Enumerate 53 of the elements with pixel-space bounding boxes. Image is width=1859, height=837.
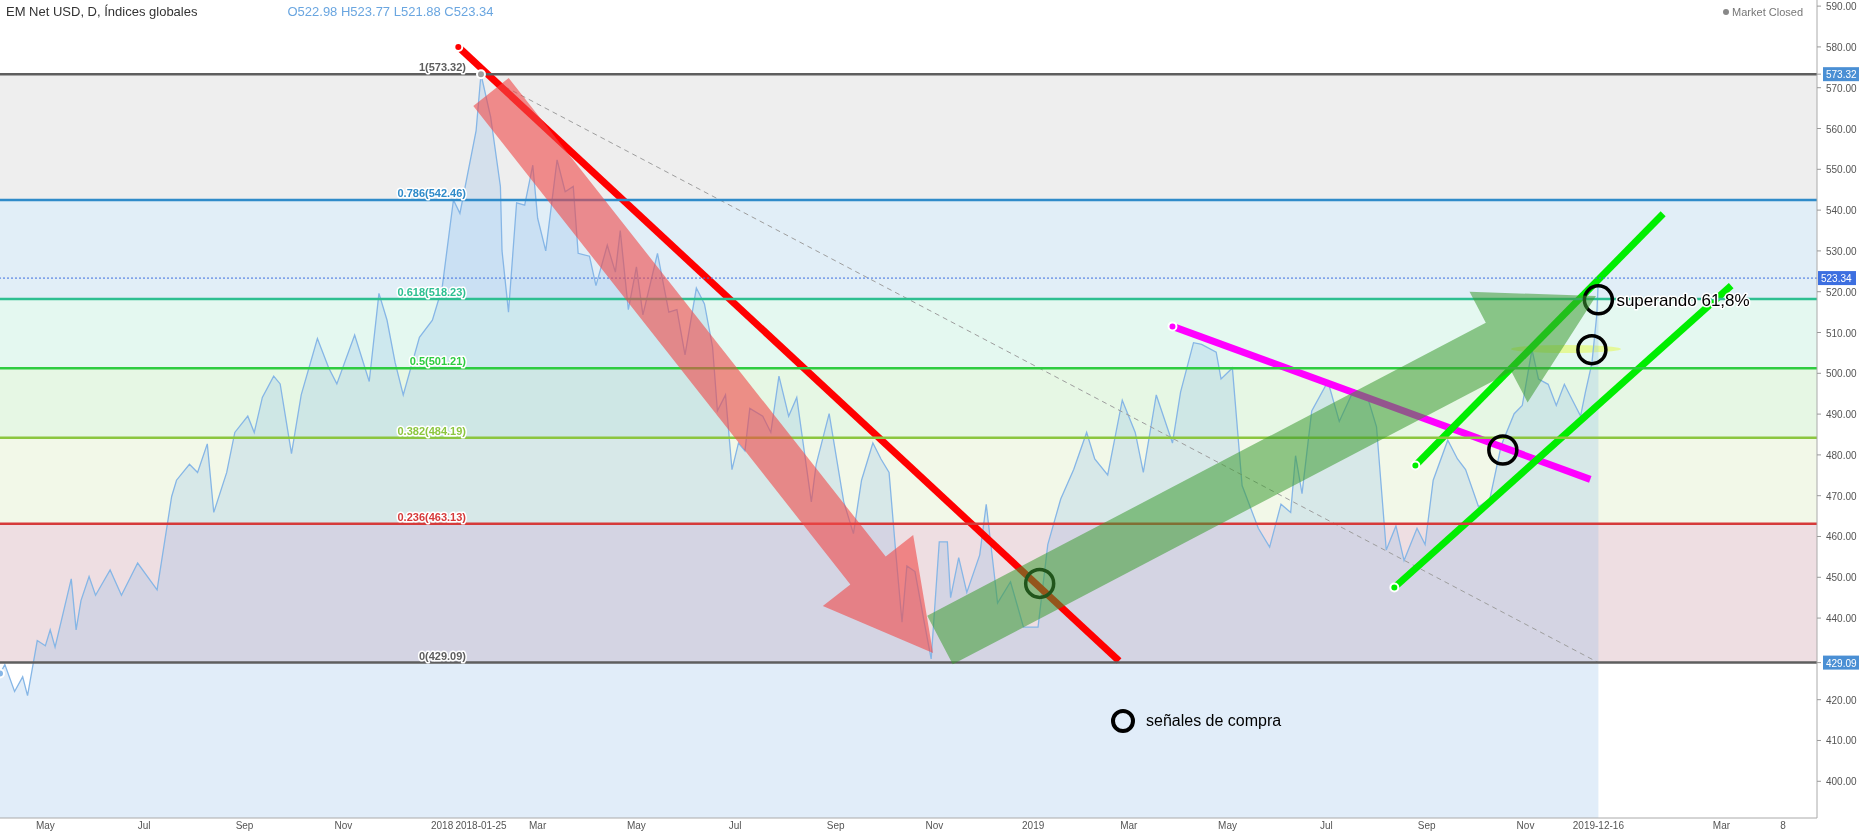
- ref-line-label: 0.618(518.23): [397, 285, 467, 298]
- ref-line-label: 523.34: [1821, 273, 1853, 285]
- x-tick-label: Jul: [728, 820, 742, 831]
- x-tick-label: 2018: [430, 820, 454, 831]
- x-tick-label: Mar: [529, 820, 547, 831]
- y-tick-label: 590.00: [1826, 1, 1858, 13]
- y-tick-label: 560.00: [1826, 123, 1858, 135]
- y-tick-label: 520.00: [1826, 286, 1858, 298]
- x-tick-label: Mar: [1120, 820, 1139, 831]
- y-tick-label: 400.00: [1826, 776, 1858, 788]
- x-tick-label: 8: [1780, 820, 1787, 831]
- ref-line-label: 0.786(542.46): [397, 187, 467, 200]
- y-tick-label: 490.00: [1826, 409, 1858, 421]
- x-tick-label: Nov: [925, 820, 944, 831]
- ref-line-label: 0.236(463.13): [397, 510, 467, 523]
- x-tick-label: May: [35, 820, 55, 831]
- x-tick-label: Mar: [1712, 820, 1731, 831]
- x-tick-label: Jul: [1319, 820, 1333, 831]
- ref-line-label: 1(573.32): [418, 61, 467, 74]
- y-tick-label: 550.00: [1826, 164, 1858, 176]
- y-tick-label: 530.00: [1826, 245, 1858, 257]
- y-tick-label: 410.00: [1826, 735, 1858, 747]
- y-tick-label: 460.00: [1826, 531, 1858, 543]
- y-tick-label: 580.00: [1826, 41, 1858, 53]
- x-tick-label: May: [1218, 820, 1237, 831]
- x-tick-label: 2019: [1022, 820, 1045, 831]
- y-tick-label: 500.00: [1826, 368, 1858, 380]
- x-tick-label: May: [626, 820, 646, 831]
- x-tick-label: 2019-12-16: [1572, 820, 1625, 831]
- y-tick-label: 470.00: [1826, 490, 1858, 502]
- annotation: Market Closed: [1732, 6, 1803, 18]
- y-tick-label: 440.00: [1826, 613, 1858, 625]
- chart-title: EM Net USD, D, Índices globales: [6, 4, 198, 19]
- y-tick-label: 420.00: [1826, 694, 1858, 706]
- y-tick-label: 480.00: [1826, 449, 1858, 461]
- y-tick-label: 429.09: [1826, 657, 1858, 669]
- x-tick-label: Nov: [1516, 820, 1535, 831]
- y-tick-label: 570.00: [1826, 82, 1858, 94]
- y-tick-label: 450.00: [1826, 572, 1858, 584]
- y-tick-label: 510.00: [1826, 327, 1858, 339]
- x-tick-label: Nov: [334, 820, 353, 831]
- chart-subtitle: O522.98 H523.77 L521.88 C523.34: [287, 4, 494, 19]
- x-tick-label: 2018-01-25: [455, 820, 507, 831]
- x-tick-label: Jul: [137, 820, 151, 831]
- ref-line-label: 0.382(484.19): [397, 424, 467, 437]
- y-tick-label: 573.32: [1826, 69, 1858, 81]
- x-tick-label: Sep: [826, 820, 845, 831]
- ref-line-label: 0.5(501.21): [409, 355, 467, 368]
- x-tick-label: Sep: [1417, 820, 1437, 831]
- ref-line-label: 0(429.09): [418, 649, 467, 662]
- legend-label: señales de compra: [1146, 712, 1282, 730]
- y-tick-label: 540.00: [1826, 205, 1858, 217]
- x-tick-label: Sep: [235, 820, 254, 831]
